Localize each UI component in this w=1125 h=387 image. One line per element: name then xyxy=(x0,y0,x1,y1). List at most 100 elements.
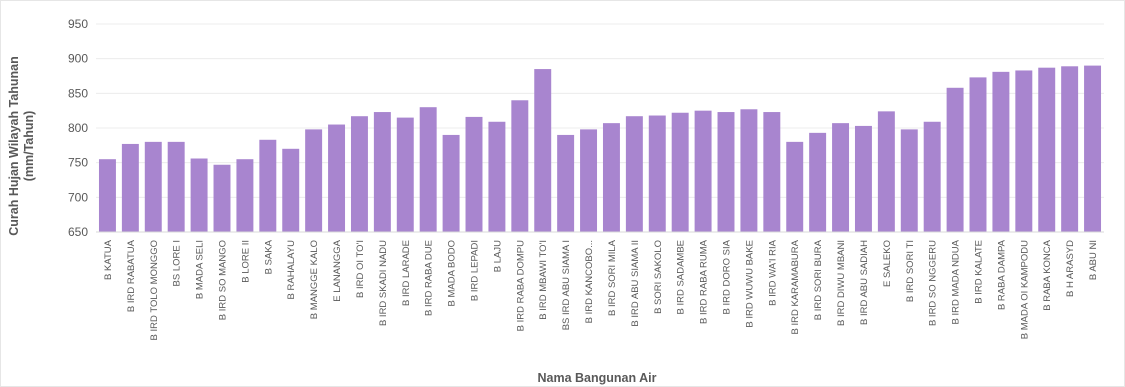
bar xyxy=(167,141,185,232)
bar xyxy=(1038,67,1056,233)
x-tick-label: B IRD DIWU MBANI xyxy=(836,240,847,326)
x-tick-label: E LANANGGA xyxy=(332,239,343,301)
bar xyxy=(900,129,918,232)
bar xyxy=(809,132,827,232)
bar xyxy=(396,117,414,232)
y-tick-label: 700 xyxy=(68,190,88,204)
bar xyxy=(786,141,804,232)
bar xyxy=(717,112,735,232)
bar xyxy=(602,123,620,232)
bar xyxy=(923,121,941,232)
x-tick-label: B IRD RABA DOMPU xyxy=(515,240,526,331)
x-axis-ticks: B KATUA B IRD RABATUA B IRD TOLO MONGGO BS … xyxy=(103,239,1099,340)
x-tick-label: B IRD MADA NDUA xyxy=(951,239,962,324)
x-tick-label: B IRD KARAMABURA xyxy=(790,239,801,334)
y-tick-label: 750 xyxy=(68,156,88,170)
x-tick-label: B MANGGE KALO xyxy=(309,240,320,319)
y-axis-title-line-1: Curah Hujan Wilayah Tahunan xyxy=(7,56,21,236)
x-tick-label: B MADA OI KAMPODU xyxy=(1019,240,1030,339)
x-tick-label: B IRD SKADI NADU xyxy=(378,240,389,326)
x-tick-label: B IRD SORI TI xyxy=(905,240,916,302)
bar xyxy=(1061,66,1079,232)
x-tick-label: B IRD SO MANGO xyxy=(218,240,229,320)
bar xyxy=(534,69,552,232)
x-tick-label: B IRD SADAMBE xyxy=(676,240,687,314)
bar xyxy=(305,129,323,232)
bar xyxy=(648,115,666,232)
x-tick-label: B KATUA xyxy=(103,239,114,280)
bar xyxy=(1015,70,1033,232)
x-tick-label: B IRD MBAWI TO'I xyxy=(538,240,549,320)
bar xyxy=(946,87,964,232)
y-axis-title-line-2: (mm/Tahun) xyxy=(22,111,36,182)
x-tick-label: B LORE II xyxy=(240,240,251,283)
bar xyxy=(328,124,346,232)
x-tick-label: B IRD WA'I RIA xyxy=(767,239,778,306)
bars-group xyxy=(98,65,1102,233)
x-tick-label: B IRD LARADE xyxy=(401,240,412,306)
bar xyxy=(259,139,277,232)
bar xyxy=(671,112,689,232)
x-tick-label: B RABA KONCA xyxy=(1042,239,1053,310)
x-tick-label: B IRD SO NGGERU xyxy=(928,240,939,326)
x-tick-label: B IRD ABU SIAMA II xyxy=(630,240,641,327)
x-tick-label: B IRD RABA RUMA xyxy=(699,239,710,324)
x-tick-label: B IRD RABATUA xyxy=(126,239,137,312)
x-tick-label: E SALEKO xyxy=(882,240,893,287)
bar xyxy=(832,123,850,232)
x-tick-label: B IRD KANCOBO... xyxy=(584,240,595,323)
x-tick-label: B SAKA xyxy=(263,239,274,274)
x-tick-label: BS LORE I xyxy=(172,240,183,286)
x-tick-label: B IRD SORI MILA xyxy=(607,239,618,316)
x-tick-label: B SORI SAKOLO xyxy=(653,240,664,314)
bar xyxy=(557,134,575,232)
x-axis-title: Nama Bangunan Air xyxy=(537,371,656,385)
x-tick-label: B LAJU xyxy=(492,240,503,272)
x-tick-label: BS IRD ABU SIAMA I xyxy=(561,240,572,330)
bar xyxy=(740,109,758,232)
bar xyxy=(763,112,781,232)
x-tick-label: B IRD TOLO MONGGO xyxy=(149,240,160,340)
bar xyxy=(442,134,460,232)
bar xyxy=(511,100,529,233)
bar xyxy=(488,121,506,232)
bar xyxy=(121,143,139,232)
x-tick-label: B MADA SELI xyxy=(195,240,206,299)
bar xyxy=(144,141,162,232)
x-tick-label: B IRD SORI BURA xyxy=(813,239,824,320)
y-tick-label: 800 xyxy=(68,121,88,135)
bar xyxy=(1084,65,1102,232)
bar xyxy=(373,112,391,232)
x-tick-label: B IRD RABA DUE xyxy=(424,240,435,316)
bar xyxy=(580,129,598,232)
bar xyxy=(969,77,987,233)
x-tick-label: B IRD KALATE xyxy=(974,240,985,304)
x-tick-label: B RAHALAYU xyxy=(286,240,297,300)
bar xyxy=(213,164,231,232)
y-tick-label: 850 xyxy=(68,86,88,100)
x-tick-label: B IRD ABU SADIAH xyxy=(859,240,870,325)
x-tick-label: B IRD WUWU BAKE xyxy=(744,240,755,328)
x-tick-label: B RABA DAMPA xyxy=(996,239,1007,310)
x-tick-label: B H ARASYD xyxy=(1065,240,1076,297)
bar xyxy=(854,125,872,232)
bar xyxy=(236,159,254,232)
bar xyxy=(350,116,368,232)
bar xyxy=(282,148,300,232)
bar xyxy=(190,158,208,232)
x-tick-label: B ABU NI xyxy=(1088,240,1099,280)
bar xyxy=(877,111,895,232)
x-tick-label: B IRD OI TO'I xyxy=(355,240,366,298)
y-tick-label: 650 xyxy=(68,225,88,239)
bar xyxy=(625,116,643,232)
y-axis-ticks: 650 700 750 800 850 900 950 xyxy=(68,17,88,239)
x-tick-label: B IRD DORO SIA xyxy=(722,239,733,314)
bar xyxy=(98,159,116,232)
bar xyxy=(465,116,483,232)
bar xyxy=(992,71,1010,232)
y-tick-label: 900 xyxy=(68,52,88,66)
x-tick-label: B MADA BODO xyxy=(447,240,458,307)
bar xyxy=(419,107,437,232)
